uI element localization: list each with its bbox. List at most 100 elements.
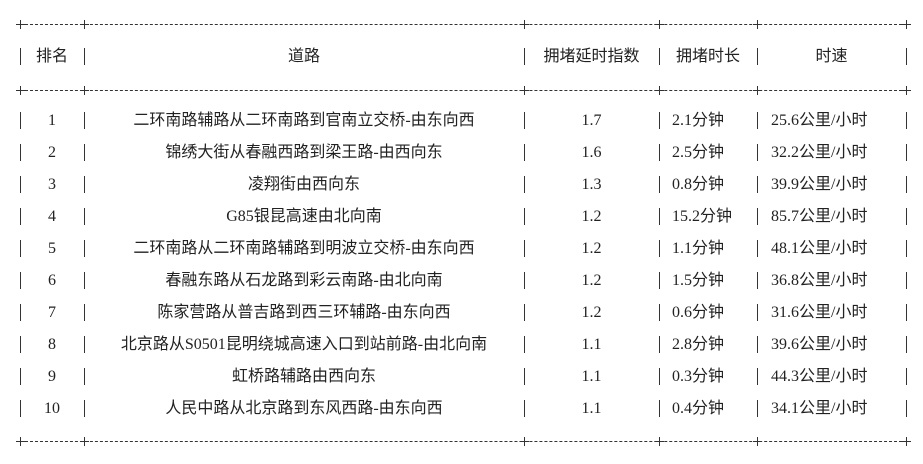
column-separator bbox=[524, 368, 525, 385]
table-cell: 1.2 bbox=[581, 208, 602, 225]
column-separator bbox=[524, 272, 525, 289]
column-separator bbox=[906, 240, 907, 257]
border-joint bbox=[655, 86, 664, 95]
column-separator bbox=[757, 400, 758, 417]
column-separator bbox=[84, 48, 85, 65]
column-separator bbox=[659, 400, 660, 417]
table-cell: 二环南路辅路从二环南路到官南立交桥-由东向西 bbox=[133, 112, 475, 129]
column-separator bbox=[84, 272, 85, 289]
table-cell: 0.4分钟 bbox=[672, 400, 725, 417]
border-joint bbox=[520, 86, 529, 95]
table-cell: 1.2 bbox=[581, 240, 602, 257]
column-separator bbox=[659, 144, 660, 161]
table-cell: 48.1公里/小时 bbox=[771, 240, 868, 257]
table-cell: 10 bbox=[44, 400, 60, 417]
column-separator bbox=[757, 208, 758, 225]
column-separator bbox=[524, 208, 525, 225]
column-separator bbox=[757, 272, 758, 289]
table-cell: 31.6公里/小时 bbox=[771, 304, 868, 321]
column-separator bbox=[757, 144, 758, 161]
border-joint bbox=[902, 20, 911, 29]
table-cell: 3 bbox=[48, 176, 56, 193]
column-separator bbox=[84, 400, 85, 417]
column-separator bbox=[659, 48, 660, 65]
column-separator bbox=[659, 208, 660, 225]
column-separator bbox=[84, 240, 85, 257]
column-separator bbox=[524, 144, 525, 161]
table-cell: 32.2公里/小时 bbox=[771, 144, 868, 161]
table-cell: 1.2 bbox=[581, 304, 602, 321]
table-row: 6 春融东路从石龙路到彩云南路-由北向南 1.2 1.5分钟 36.8公里/小时 bbox=[0, 269, 923, 293]
border-joint bbox=[80, 86, 89, 95]
table-cell: 二环南路从二环南路辅路到明波立交桥-由东向西 bbox=[133, 240, 475, 257]
table-cell: 1.2 bbox=[581, 272, 602, 289]
column-separator bbox=[524, 304, 525, 321]
table-row: 3 凌翔街由西向东 1.3 0.8分钟 39.9公里/小时 bbox=[0, 173, 923, 197]
column-header: 拥堵时长 bbox=[675, 48, 740, 65]
table-cell: 85.7公里/小时 bbox=[771, 208, 868, 225]
table-cell: 北京路从S0501昆明绕城高速入口到站前路-由北向南 bbox=[120, 336, 488, 353]
column-separator bbox=[524, 48, 525, 65]
column-header: 拥堵延时指数 bbox=[543, 48, 640, 65]
border-joint bbox=[655, 20, 664, 29]
column-separator bbox=[524, 400, 525, 417]
column-separator bbox=[659, 112, 660, 129]
column-separator bbox=[524, 112, 525, 129]
column-separator bbox=[906, 112, 907, 129]
column-separator bbox=[20, 112, 21, 129]
column-separator bbox=[659, 272, 660, 289]
table-cell: 15.2分钟 bbox=[672, 208, 733, 225]
table-row: 10 人民中路从北京路到东风西路-由东向西 1.1 0.4分钟 34.1公里/小时 bbox=[0, 397, 923, 421]
table-cell: 2 bbox=[48, 144, 56, 161]
table-cell: 5 bbox=[48, 240, 56, 257]
column-separator bbox=[906, 368, 907, 385]
column-separator bbox=[659, 304, 660, 321]
table-cell: 39.9公里/小时 bbox=[771, 176, 868, 193]
column-separator bbox=[906, 304, 907, 321]
column-separator bbox=[20, 144, 21, 161]
column-separator bbox=[20, 336, 21, 353]
table-cell: 0.8分钟 bbox=[672, 176, 725, 193]
table-cell: 36.8公里/小时 bbox=[771, 272, 868, 289]
table-cell: 虹桥路辅路由西向东 bbox=[231, 368, 376, 385]
column-separator bbox=[524, 176, 525, 193]
table-cell: 34.1公里/小时 bbox=[771, 400, 868, 417]
table-cell: G85银昆高速由北向南 bbox=[226, 208, 382, 225]
column-header: 时速 bbox=[815, 48, 848, 65]
table-cell: 7 bbox=[48, 304, 56, 321]
table-cell: 1.1 bbox=[581, 368, 602, 385]
column-separator bbox=[659, 240, 660, 257]
column-separator bbox=[20, 400, 21, 417]
border-joint bbox=[80, 20, 89, 29]
column-separator bbox=[84, 336, 85, 353]
table-row: 4 G85银昆高速由北向南 1.2 15.2分钟 85.7公里/小时 bbox=[0, 205, 923, 229]
column-separator bbox=[757, 112, 758, 129]
table-row: 8 北京路从S0501昆明绕城高速入口到站前路-由北向南 1.1 2.8分钟 39.6公… bbox=[0, 333, 923, 357]
table-row: 5 二环南路从二环南路辅路到明波立交桥-由东向西 1.2 1.1分钟 48.1公里/小时 bbox=[0, 237, 923, 261]
border-joint bbox=[520, 437, 529, 446]
border-joint bbox=[655, 437, 664, 446]
table-cell: 6 bbox=[48, 272, 56, 289]
column-separator bbox=[757, 368, 758, 385]
column-separator bbox=[757, 240, 758, 257]
table-border-line bbox=[20, 90, 907, 91]
table-row: 1 二环南路辅路从二环南路到官南立交桥-由东向西 1.7 2.1分钟 25.6公里/小时 bbox=[0, 109, 923, 133]
column-separator bbox=[84, 208, 85, 225]
table-cell: 1.1 bbox=[581, 400, 602, 417]
column-separator bbox=[757, 304, 758, 321]
table-cell: 39.6公里/小时 bbox=[771, 336, 868, 353]
border-joint bbox=[753, 437, 762, 446]
table-cell: 1.3 bbox=[581, 176, 602, 193]
border-joint bbox=[902, 86, 911, 95]
column-separator bbox=[757, 176, 758, 193]
column-separator bbox=[524, 240, 525, 257]
table-cell: 0.6分钟 bbox=[672, 304, 725, 321]
table-cell: 人民中路从北京路到东风西路-由东向西 bbox=[165, 400, 443, 417]
border-joint bbox=[16, 86, 25, 95]
table-row: 7 陈家营路从普吉路到西三环辅路-由东向西 1.2 0.6分钟 31.6公里/小时 bbox=[0, 301, 923, 325]
border-joint bbox=[753, 20, 762, 29]
table-row: 2 锦绣大街从春融西路到梁王路-由西向东 1.6 2.5分钟 32.2公里/小时 bbox=[0, 141, 923, 165]
column-separator bbox=[659, 336, 660, 353]
table-cell: 8 bbox=[48, 336, 56, 353]
column-header: 排名 bbox=[35, 48, 68, 65]
